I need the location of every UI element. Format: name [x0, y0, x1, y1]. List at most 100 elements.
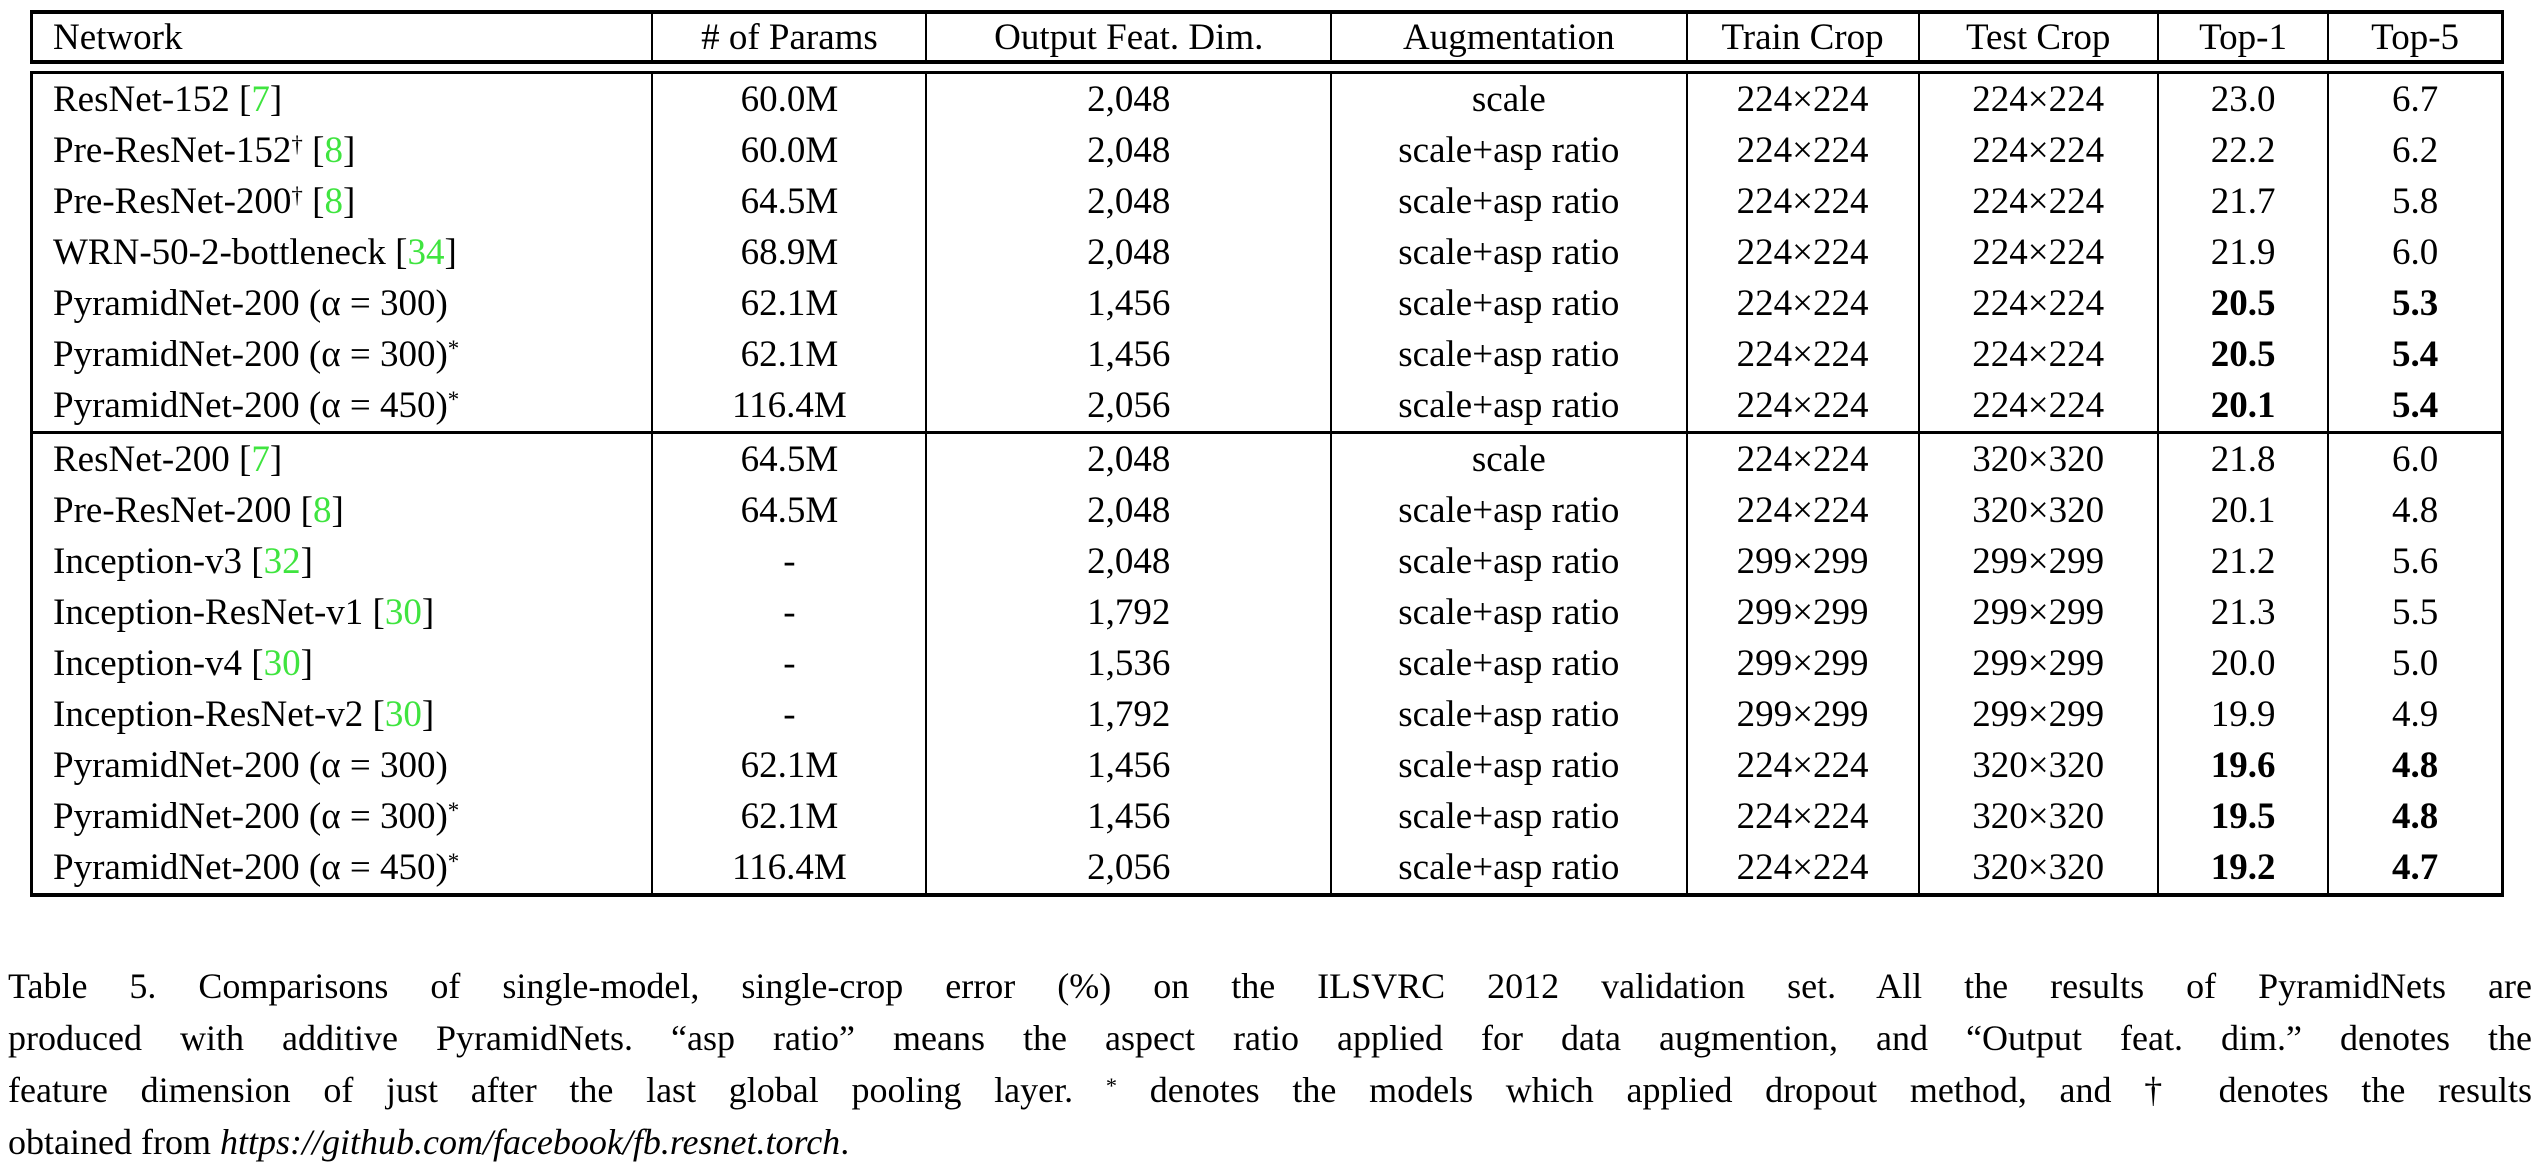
table-row: WRN-50-2-bottleneck [34] 68.9M 2,048 scale+… [33, 227, 2501, 278]
citation-link[interactable]: 8 [312, 490, 332, 531]
test-crop-cell: 224×224 [1917, 380, 2158, 433]
top5-cell: 5.3 [2327, 278, 2501, 329]
caption-url[interactable]: https://github.com/facebook/fb.resnet.to… [219, 1122, 841, 1162]
table-row: PyramidNet-200 (α = 450)* 116.4M 2,056 scal… [33, 380, 2501, 433]
augmentation-cell: scale [1330, 74, 1687, 125]
params-cell: 62.1M [651, 329, 927, 380]
citation-link[interactable]: 30 [384, 592, 422, 633]
feat-dim-cell: 2,048 [925, 74, 1332, 125]
citation-link[interactable]: 32 [263, 541, 301, 582]
superscript-marker: * [447, 849, 460, 875]
train-crop-cell: 224×224 [1685, 431, 1919, 485]
top5-cell: 4.8 [2327, 485, 2501, 536]
test-crop-cell: 299×299 [1917, 689, 2158, 740]
test-crop-cell: 320×320 [1917, 485, 2158, 536]
citation-link[interactable]: 7 [251, 439, 270, 480]
network-cell: Inception-ResNet-v1 [30] [53, 592, 435, 633]
table-row: PyramidNet-200 (α = 300)* 62.1M 1,456 scale… [33, 791, 2501, 842]
train-crop-cell: 299×299 [1685, 536, 1919, 587]
train-crop-cell: 299×299 [1685, 638, 1919, 689]
test-crop-cell: 299×299 [1917, 536, 2158, 587]
params-cell: 116.4M [651, 842, 927, 893]
test-crop-cell: 224×224 [1917, 176, 2158, 227]
feat-dim-cell: 1,456 [925, 791, 1332, 842]
feat-dim-cell: 1,456 [925, 278, 1332, 329]
top5-cell: 5.4 [2327, 329, 2501, 380]
citation-link[interactable]: 34 [407, 232, 445, 273]
augmentation-cell: scale [1330, 431, 1687, 485]
column-header-network: Network [53, 16, 183, 58]
network-cell: Pre-ResNet-152† [8] [53, 130, 356, 171]
column-header-top-1: Top-1 [2156, 14, 2329, 60]
table-row: Inception-ResNet-v2 [30] -1,792 scale+asp … [33, 689, 2501, 740]
params-cell: 62.1M [651, 278, 927, 329]
network-cell: PyramidNet-200 (α = 450)* [53, 847, 460, 888]
top5-cell: 5.4 [2327, 380, 2501, 433]
train-crop-cell: 224×224 [1685, 842, 1919, 893]
top1-cell: 21.7 [2156, 176, 2329, 227]
test-crop-cell: 224×224 [1917, 125, 2158, 176]
train-crop-cell: 224×224 [1685, 125, 1919, 176]
table-caption: Table 5. Comparisons of single-model, si… [8, 960, 2532, 1168]
train-crop-cell: 224×224 [1685, 791, 1919, 842]
superscript-marker: * [447, 798, 460, 824]
table-row: Pre-ResNet-152† [8] 60.0M 2,048 scale+asp r… [33, 125, 2501, 176]
feat-dim-cell: 2,048 [925, 176, 1332, 227]
augmentation-cell: scale+asp ratio [1330, 842, 1687, 893]
column-header-output-feat-dim-: Output Feat. Dim. [925, 14, 1332, 60]
test-crop-cell: 320×320 [1917, 791, 2158, 842]
params-cell: 64.5M [651, 176, 927, 227]
network-cell: PyramidNet-200 (α = 300) [53, 283, 448, 324]
network-cell: ResNet-200 [7] [33, 431, 653, 485]
table-row: Pre-ResNet-200 [8] 64.5M 2,048 scale+asp ra… [33, 485, 2501, 536]
column-header-top-5: Top-5 [2327, 14, 2501, 60]
params-cell: 60.0M [651, 125, 927, 176]
citation-link[interactable]: 7 [251, 79, 270, 120]
feat-dim-cell: 2,048 [925, 485, 1332, 536]
top1-cell: 21.3 [2156, 587, 2329, 638]
params-cell: - [651, 638, 927, 689]
column-header-train-crop: Train Crop [1685, 14, 1919, 60]
feat-dim-cell: 2,056 [925, 380, 1332, 433]
feat-dim-cell: 2,048 [925, 431, 1332, 485]
caption-text: Table 5. Comparisons of single-model, si… [8, 966, 2532, 1006]
citation-link[interactable]: 30 [384, 694, 422, 735]
params-cell: 64.5M [651, 485, 927, 536]
test-crop-cell: 320×320 [1917, 842, 2158, 893]
top1-cell: 20.5 [2156, 329, 2329, 380]
feat-dim-cell: 1,536 [925, 638, 1332, 689]
top5-cell: 5.0 [2327, 638, 2501, 689]
network-cell: PyramidNet-200 (α = 450)* [53, 385, 460, 426]
augmentation-cell: scale+asp ratio [1330, 227, 1687, 278]
augmentation-cell: scale+asp ratio [1330, 791, 1687, 842]
top5-cell: 4.8 [2327, 791, 2501, 842]
augmentation-cell: scale+asp ratio [1330, 380, 1687, 433]
citation-link[interactable]: 8 [324, 181, 343, 222]
citation-link[interactable]: 8 [324, 130, 343, 171]
table-row: Inception-ResNet-v1 [30] -1,792 scale+asp … [33, 587, 2501, 638]
augmentation-cell: scale+asp ratio [1330, 329, 1687, 380]
feat-dim-cell: 1,792 [925, 587, 1332, 638]
table-row: ResNet-200 [7] 64.5M 2,048 scale 224×224 320×… [33, 431, 2501, 485]
top5-cell: 4.8 [2327, 740, 2501, 791]
caption-text: feature dimension of just after the last… [8, 1070, 1106, 1110]
params-cell: 60.0M [651, 74, 927, 125]
network-cell: Inception-v4 [30] [53, 643, 313, 684]
citation-link[interactable]: 30 [263, 643, 301, 684]
top5-cell: 6.7 [2327, 74, 2501, 125]
table-row: PyramidNet-200 (α = 300) 62.1M 1,456 scale+… [33, 278, 2501, 329]
feat-dim-cell: 2,048 [925, 536, 1332, 587]
test-crop-cell: 224×224 [1917, 74, 2158, 125]
caption-line: produced with additive PyramidNets. “asp… [8, 1012, 2532, 1064]
params-cell: 62.1M [651, 791, 927, 842]
top5-cell: 6.0 [2327, 227, 2501, 278]
table-body-box: ResNet-152 [7] 60.0M 2,048 scale 224×224 224×… [30, 71, 2504, 897]
params-cell: 68.9M [651, 227, 927, 278]
train-crop-cell: 224×224 [1685, 74, 1919, 125]
column-header--of-params: # of Params [651, 14, 927, 60]
top1-cell: 20.1 [2156, 485, 2329, 536]
test-crop-cell: 299×299 [1917, 638, 2158, 689]
top1-cell: 19.6 [2156, 740, 2329, 791]
table-row: ResNet-152 [7] 60.0M 2,048 scale 224×224 224×… [33, 74, 2501, 125]
